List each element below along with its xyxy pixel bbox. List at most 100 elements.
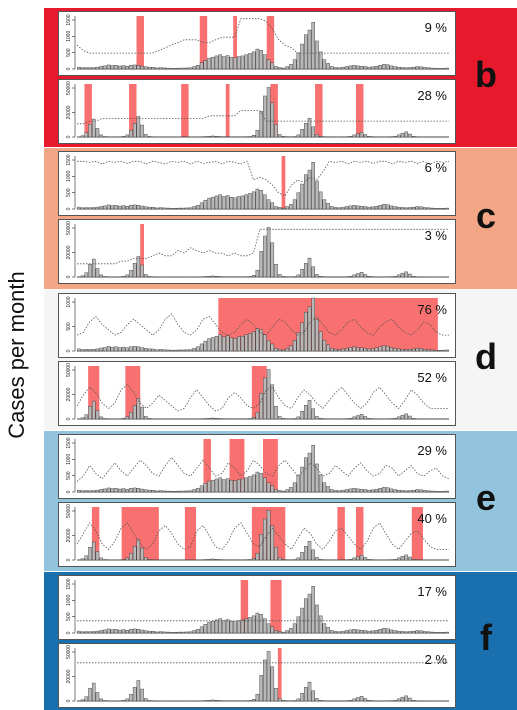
bar (151, 490, 156, 493)
bar (311, 408, 315, 420)
bar (270, 102, 275, 138)
bar (199, 485, 204, 493)
bar (411, 348, 416, 352)
bar (315, 557, 319, 561)
bar (300, 269, 304, 278)
bar (233, 197, 237, 210)
bar (207, 480, 211, 493)
bar (240, 619, 245, 634)
bar (397, 698, 401, 702)
bar (255, 328, 260, 352)
bar (397, 557, 401, 561)
bar (270, 384, 275, 420)
bar (118, 65, 122, 70)
bar (147, 206, 152, 210)
bar (162, 207, 167, 210)
bar (315, 604, 319, 634)
bar (408, 133, 412, 138)
bar (304, 174, 308, 210)
bar (99, 134, 103, 138)
bar (259, 190, 263, 210)
chart-panel-d-lower: 0 20000 50000 52 % (58, 361, 456, 426)
bar (322, 482, 327, 493)
bar (121, 700, 126, 702)
epidemic-highlight (411, 507, 423, 560)
y-tick-label: 1500 (66, 154, 72, 165)
bar (363, 274, 368, 278)
bar (348, 488, 353, 493)
bar (352, 557, 356, 561)
bar (129, 693, 133, 702)
bar (136, 256, 141, 278)
bar (211, 699, 215, 702)
bar (99, 630, 103, 634)
bar (300, 43, 304, 70)
y-axis-label: Cases per month (4, 271, 29, 439)
bar (441, 491, 446, 493)
bar (222, 196, 226, 210)
bar (322, 59, 327, 70)
bar (352, 488, 356, 493)
bar (136, 629, 141, 634)
bar (136, 205, 141, 210)
bar (199, 343, 204, 352)
bar (356, 415, 360, 420)
chart-panel-e-lower: 0 20000 50000 40 % (58, 502, 456, 567)
bar (304, 457, 308, 493)
bar (103, 136, 107, 138)
bar (114, 65, 118, 70)
bar (397, 489, 401, 493)
bar (318, 51, 323, 70)
bar (311, 126, 315, 138)
bar (207, 57, 211, 70)
bar (88, 263, 92, 278)
epidemic-highlight (277, 648, 282, 701)
bar (118, 488, 122, 493)
bar (400, 490, 405, 493)
bar (330, 66, 334, 70)
bar (125, 416, 129, 420)
bar (259, 393, 263, 420)
bar (363, 416, 368, 420)
bar (404, 131, 408, 138)
bar (218, 54, 222, 70)
bar (110, 488, 115, 493)
bar (400, 207, 405, 210)
bar (296, 698, 301, 702)
bar (106, 487, 111, 493)
bar (423, 490, 427, 493)
bar (144, 557, 148, 561)
bar (147, 700, 152, 702)
epidemic-highlight (356, 507, 364, 560)
bar (151, 631, 156, 634)
epidemic-percent-label: 76 % (417, 302, 447, 317)
bar (147, 348, 152, 352)
bar (411, 700, 416, 702)
bar (99, 698, 103, 702)
bar (188, 207, 193, 210)
bar (121, 65, 126, 70)
bar (106, 64, 111, 70)
bar (411, 206, 416, 210)
bar (318, 191, 323, 210)
bar (203, 340, 208, 352)
bar (118, 205, 122, 210)
bar (144, 416, 148, 420)
bar (214, 478, 219, 493)
bar (225, 335, 230, 352)
bar (259, 675, 263, 702)
bar (277, 134, 282, 138)
bar (263, 235, 267, 278)
bar (437, 632, 442, 634)
bar (333, 349, 338, 352)
bar (188, 631, 193, 634)
bar (259, 614, 263, 634)
bar (411, 418, 416, 420)
bar (91, 207, 96, 210)
bar (151, 348, 156, 352)
bar (88, 349, 92, 352)
bar (400, 696, 405, 702)
bar (140, 124, 144, 138)
bar (408, 697, 412, 702)
y-tick-label: 50000 (66, 221, 72, 235)
